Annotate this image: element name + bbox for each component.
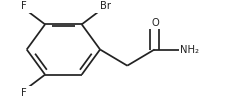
Text: O: O: [152, 18, 159, 28]
Text: F: F: [21, 1, 27, 11]
Text: Br: Br: [100, 1, 111, 11]
Text: F: F: [21, 88, 27, 98]
Text: NH₂: NH₂: [180, 44, 199, 55]
